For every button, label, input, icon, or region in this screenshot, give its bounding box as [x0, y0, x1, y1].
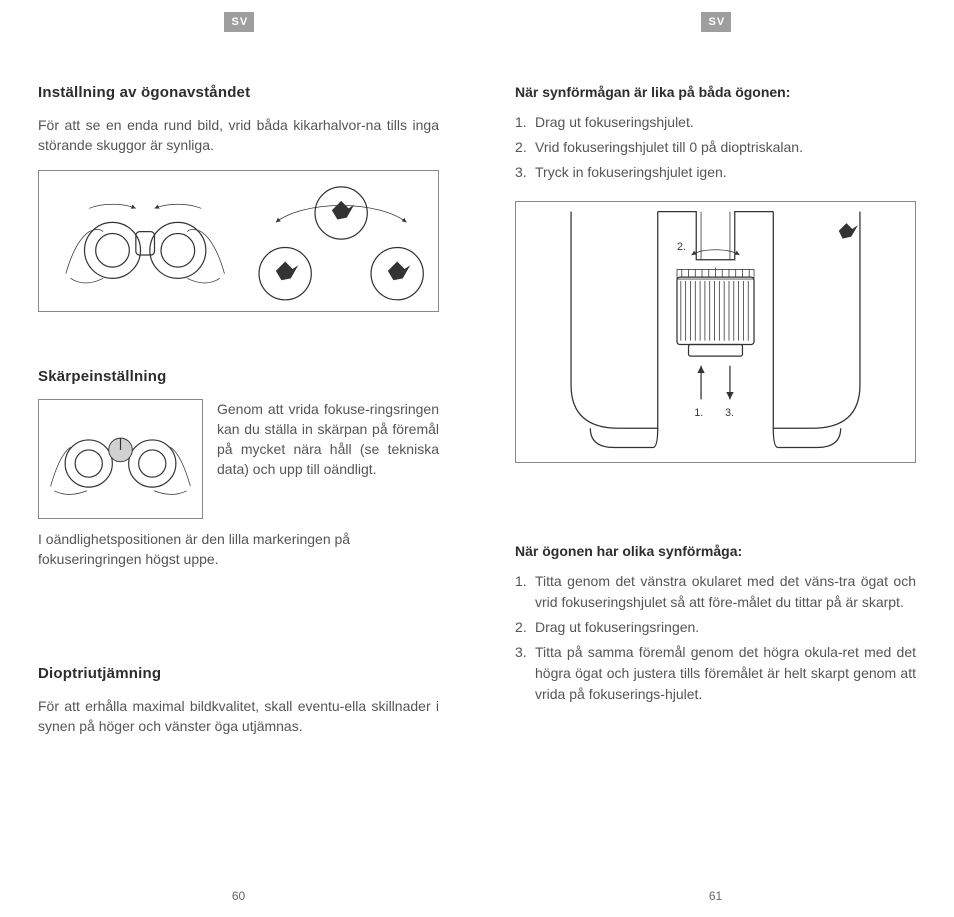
steps-different-vision: Titta genom det vänstra okularet med det… — [515, 571, 916, 705]
language-badge: SV — [224, 12, 254, 32]
page-right: SV När synförmågan är lika på båda ögone… — [477, 0, 954, 917]
section-equal-vision: När synförmågan är lika på båda ögonen: … — [515, 84, 916, 463]
text-focus-after: I oändlighetspositionen är den lilla mar… — [38, 529, 439, 570]
step-item: Drag ut fokuseringshjulet. — [515, 112, 916, 133]
figure-diopter-adjust: 1. 3. 2. — [515, 201, 916, 463]
eye-distance-diagram-icon — [39, 171, 438, 311]
page-number-left: 60 — [0, 889, 477, 903]
heading-different-vision: När ögonen har olika synförmåga: — [515, 543, 916, 559]
language-badge: SV — [701, 12, 731, 32]
step-item: Tryck in fokuseringshjulet igen. — [515, 162, 916, 183]
diopter-diagram-icon: 1. 3. 2. — [516, 202, 915, 462]
focus-diagram-icon — [39, 400, 202, 518]
page-left: SV Inställning av ögonavståndet För att … — [0, 0, 477, 917]
fig-label-3: 3. — [725, 407, 734, 419]
heading-focus: Skärpeinställning — [38, 368, 439, 385]
heading-equal-vision: När synförmågan är lika på båda ögonen: — [515, 84, 916, 100]
section-focus: Skärpeinställning Genom att vrida fokuse… — [38, 368, 439, 570]
page-number-right: 61 — [477, 889, 954, 903]
text-diopter: För att erhålla maximal bildkvalitet, sk… — [38, 696, 439, 737]
step-item: Drag ut fokuseringsringen. — [515, 617, 916, 638]
text-eye-distance: För att se en enda rund bild, vrid båda … — [38, 115, 439, 156]
step-item: Titta genom det vänstra okularet med det… — [515, 571, 916, 613]
fig-label-1: 1. — [694, 407, 703, 419]
fig-label-2: 2. — [677, 241, 686, 253]
section-different-vision: När ögonen har olika synförmåga: Titta g… — [515, 543, 916, 705]
step-item: Vrid fokuseringshjulet till 0 på dioptri… — [515, 137, 916, 158]
steps-equal-vision: Drag ut fokuseringshjulet. Vrid fokuseri… — [515, 112, 916, 183]
section-diopter: Dioptriutjämning För att erhålla maximal… — [38, 665, 439, 737]
step-item: Titta på samma föremål genom det högra o… — [515, 642, 916, 705]
figure-eye-distance — [38, 170, 439, 312]
heading-eye-distance: Inställning av ögonavståndet — [38, 84, 439, 101]
section-eye-distance: Inställning av ögonavståndet För att se … — [38, 84, 439, 312]
figure-focus — [38, 399, 203, 519]
heading-diopter: Dioptriutjämning — [38, 665, 439, 682]
